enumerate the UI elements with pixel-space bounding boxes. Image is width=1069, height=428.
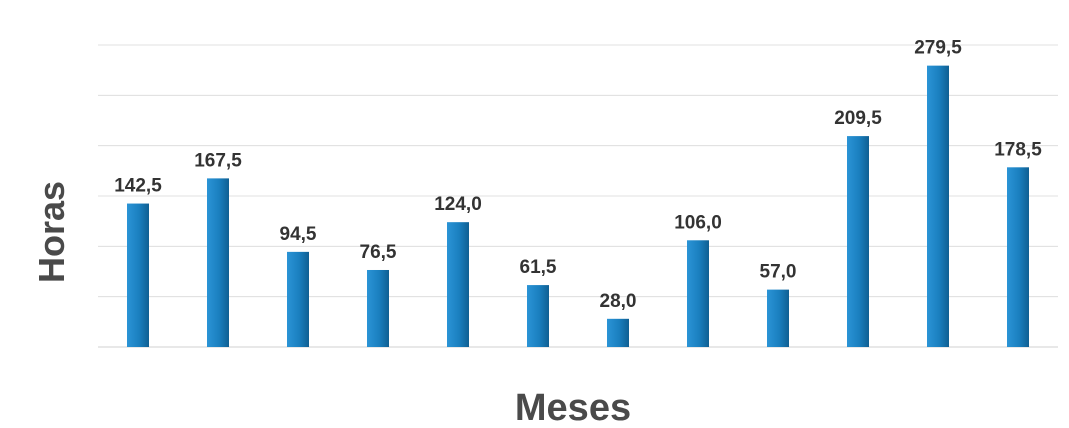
bar-value-label: 178,5 bbox=[994, 139, 1042, 160]
bar bbox=[927, 65, 949, 348]
bar bbox=[847, 136, 869, 347]
bar bbox=[447, 222, 469, 347]
bar-value-label: 124,0 bbox=[434, 194, 482, 215]
bar bbox=[127, 203, 149, 347]
bar bbox=[687, 240, 709, 347]
bar-value-label: 94,5 bbox=[280, 224, 317, 245]
bar-value-label: 279,5 bbox=[914, 38, 962, 59]
bar-value-label: 61,5 bbox=[520, 257, 557, 278]
bar bbox=[207, 178, 229, 347]
bar-value-label: 209,5 bbox=[834, 108, 882, 129]
bar-value-label: 106,0 bbox=[674, 212, 722, 233]
bar bbox=[527, 285, 549, 347]
x-axis-title: Meses bbox=[515, 387, 631, 428]
bar-value-label: 142,5 bbox=[114, 176, 162, 197]
gridlines bbox=[98, 44, 1058, 348]
bar bbox=[1007, 167, 1029, 347]
y-axis-title: Horas bbox=[31, 181, 72, 283]
bar bbox=[367, 269, 389, 347]
bars bbox=[127, 65, 1029, 348]
bar bbox=[767, 289, 789, 347]
bar-value-label: 167,5 bbox=[194, 150, 242, 171]
bar-value-label: 28,0 bbox=[600, 291, 637, 312]
bar-value-label: 57,0 bbox=[760, 262, 797, 283]
bar-value-label: 76,5 bbox=[360, 242, 397, 263]
data-labels: 142,5 167,5 94,5 76,5 124,0 61,5 28,0 106,0 57,0… bbox=[114, 38, 1042, 312]
bar bbox=[607, 318, 629, 347]
bar bbox=[287, 251, 309, 347]
